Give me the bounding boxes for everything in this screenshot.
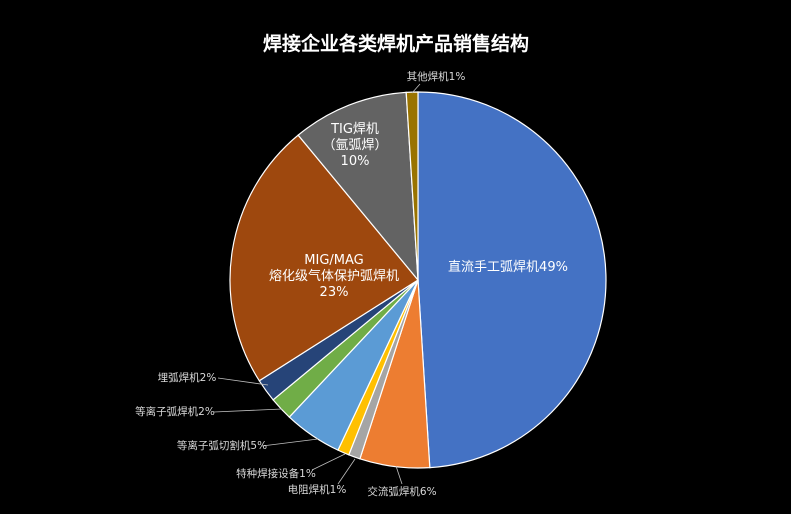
slice-label-5: 等离子弧切割机5%	[177, 439, 267, 452]
pie-slice-1	[417, 91, 607, 469]
chart-title: 焊接企业各类焊机产品销售结构	[263, 32, 529, 55]
leader-line-6	[213, 408, 283, 413]
leader-line-3	[337, 458, 356, 485]
slice-label-6: 等离子弧焊机2%	[135, 405, 215, 418]
slice-label-2: 交流弧焊机6%	[367, 485, 436, 498]
slice-label-1: 直流手工弧焊机49%	[448, 259, 568, 275]
pie-slice-8	[229, 134, 419, 382]
slice-label-7: 埋弧焊机2%	[158, 371, 217, 384]
pie-slice-9	[297, 91, 419, 282]
slice-label-3: 电阻焊机1%	[288, 483, 347, 496]
leader-line-7	[217, 377, 269, 386]
leader-line-2	[395, 465, 403, 485]
slice-label-9: TIG焊机（氩弧焊） 10%	[322, 121, 387, 169]
slice-label-10: 其他焊机1%	[407, 70, 466, 83]
leader-line-5	[261, 438, 319, 447]
leader-line-10	[411, 83, 421, 94]
slice-label-8: MIG/MAG 熔化级气体保护弧焊机 23%	[269, 253, 399, 300]
pie-slice-10	[405, 91, 419, 281]
leader-line-4	[311, 453, 346, 471]
slice-label-4: 特种焊接设备1%	[236, 467, 316, 480]
